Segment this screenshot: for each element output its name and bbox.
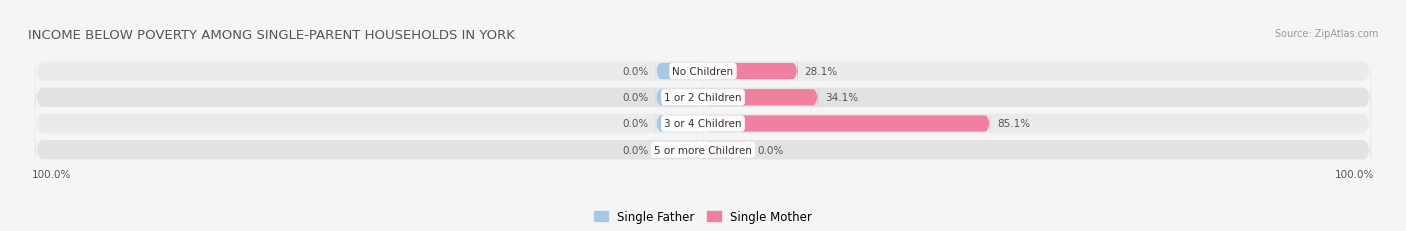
- FancyBboxPatch shape: [703, 137, 751, 163]
- FancyBboxPatch shape: [655, 85, 703, 111]
- Text: 0.0%: 0.0%: [623, 119, 650, 129]
- FancyBboxPatch shape: [655, 111, 703, 137]
- Text: 28.1%: 28.1%: [804, 67, 838, 77]
- FancyBboxPatch shape: [35, 102, 1371, 146]
- FancyBboxPatch shape: [35, 76, 1371, 119]
- Text: 3 or 4 Children: 3 or 4 Children: [664, 119, 742, 129]
- Text: 5 or more Children: 5 or more Children: [654, 145, 752, 155]
- Text: 100.0%: 100.0%: [1336, 169, 1375, 179]
- Text: 34.1%: 34.1%: [825, 93, 858, 103]
- FancyBboxPatch shape: [703, 59, 797, 85]
- FancyBboxPatch shape: [703, 85, 818, 111]
- Text: 0.0%: 0.0%: [623, 145, 650, 155]
- FancyBboxPatch shape: [655, 59, 703, 85]
- Text: 0.0%: 0.0%: [623, 93, 650, 103]
- Text: Source: ZipAtlas.com: Source: ZipAtlas.com: [1274, 29, 1378, 39]
- Text: 100.0%: 100.0%: [31, 169, 70, 179]
- FancyBboxPatch shape: [35, 50, 1371, 93]
- Legend: Single Father, Single Mother: Single Father, Single Mother: [589, 205, 817, 228]
- Text: 0.0%: 0.0%: [756, 145, 783, 155]
- Text: 85.1%: 85.1%: [997, 119, 1031, 129]
- Text: 0.0%: 0.0%: [623, 67, 650, 77]
- Text: INCOME BELOW POVERTY AMONG SINGLE-PARENT HOUSEHOLDS IN YORK: INCOME BELOW POVERTY AMONG SINGLE-PARENT…: [28, 29, 515, 42]
- Text: No Children: No Children: [672, 67, 734, 77]
- FancyBboxPatch shape: [703, 111, 990, 137]
- FancyBboxPatch shape: [655, 137, 703, 163]
- Text: 1 or 2 Children: 1 or 2 Children: [664, 93, 742, 103]
- FancyBboxPatch shape: [35, 128, 1371, 172]
